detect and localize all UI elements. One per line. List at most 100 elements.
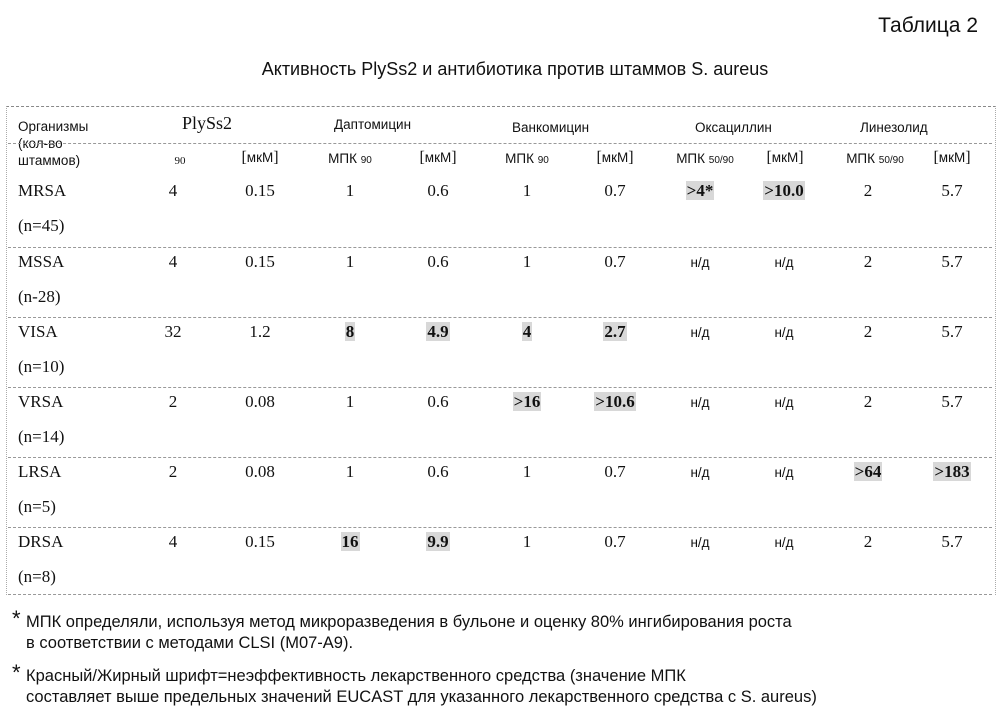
group-header-linezolid: Линезолид: [860, 120, 928, 135]
subheader-oxacillin-unit: мкМ: [745, 149, 825, 167]
strain-count: (n-28): [18, 287, 60, 307]
table-cell: 5.7: [912, 252, 992, 272]
table-cell: 0.6: [398, 462, 478, 482]
table-cell: 4: [133, 532, 213, 552]
table-cell: 16: [310, 532, 390, 552]
table-cell: 0.08: [220, 462, 300, 482]
table-cell: 2: [133, 462, 213, 482]
table-cell: 0.15: [220, 532, 300, 552]
table-cell: 0.08: [220, 392, 300, 412]
table-row: DRSA(n=8)40.15169.910.7н/дн/д25.7: [0, 532, 1000, 602]
organism-name: VRSA: [18, 392, 63, 412]
table-cell: >10.0: [744, 181, 824, 201]
row-divider: [8, 457, 992, 458]
table-cell: 9.9: [398, 532, 478, 552]
table-row: MSSA (n-28) 4 0.15 1 0.6 1 0.7 н/д н/д 25.7: [0, 252, 1000, 322]
table-bottom-border: [8, 594, 992, 595]
group-header-vancomycin: Ванкомицин: [512, 120, 589, 135]
subheader-vancomycin-unit: мкМ: [575, 149, 655, 167]
footnote-method: * МПК определяли, используя метод микрор…: [12, 612, 792, 654]
group-header-daptomycin: Даптомицин: [334, 117, 411, 132]
table-cell: н/д: [744, 255, 824, 270]
table-cell: 0.7: [575, 462, 655, 482]
table-cell: 4.9: [398, 322, 478, 342]
table-cell: 0.6: [398, 392, 478, 412]
table-cell: 2: [828, 532, 908, 552]
table-cell: 4: [487, 322, 567, 342]
strain-count: (n=14): [18, 427, 64, 447]
table-title: Активность PlySs2 и антибиотика против ш…: [0, 59, 1000, 80]
table-cell: >4*: [660, 181, 740, 201]
strain-count: (n=5): [18, 497, 56, 517]
table-cell: н/д: [660, 465, 740, 480]
table-cell: 1.2: [220, 322, 300, 342]
table-cell: 2: [828, 252, 908, 272]
footnote-bold-meaning: * Красный/Жирный шрифт=неэффективность л…: [12, 666, 817, 708]
subheader-daptomycin-unit: мкМ: [398, 149, 478, 167]
table-cell: 0.7: [575, 532, 655, 552]
table-cell: н/д: [660, 325, 740, 340]
header-divider: [8, 143, 992, 144]
table-cell: >16: [487, 392, 567, 412]
table-cell: н/д: [660, 395, 740, 410]
table-cell: 0.7: [575, 181, 655, 201]
group-header-oxacillin: Оксациллин: [695, 120, 772, 135]
row-divider: [8, 247, 992, 248]
table-cell: 0.7: [575, 252, 655, 272]
row-divider: [8, 387, 992, 388]
table-row: MRSA(n=45)40.1510.610.7>4*>10.025.7: [0, 181, 1000, 251]
table-cell: 2: [828, 322, 908, 342]
table-cell: 2.7: [575, 322, 655, 342]
table-cell: 5.7: [912, 322, 992, 342]
table-cell: 8: [310, 322, 390, 342]
table-cell: 0.6: [398, 252, 478, 272]
table-cell: 1: [487, 532, 567, 552]
table-cell: 1: [310, 181, 390, 201]
table-row: VISA (n=10) 32 1.2 8 4.9 4 2.7 н/д н/д 25.7: [0, 322, 1000, 392]
subheader-plyss2-mic: 90: [150, 155, 210, 167]
table-cell: >183: [912, 462, 992, 482]
table-cell: 1: [310, 392, 390, 412]
table-cell: >10.6: [575, 392, 655, 412]
row-divider: [8, 527, 992, 528]
table-cell: н/д: [744, 395, 824, 410]
table-cell: 0.15: [220, 181, 300, 201]
table-cell: >64: [828, 462, 908, 482]
table-cell: 1: [487, 252, 567, 272]
strain-count: (n=10): [18, 357, 64, 377]
table-cell: 1: [310, 462, 390, 482]
table-cell: 5.7: [912, 392, 992, 412]
table-cell: 32: [133, 322, 213, 342]
table-row: LRSA (n=5) 2 0.08 1 0.6 1 0.7 н/д н/д >64>183: [0, 462, 1000, 532]
subheader-linezolid-mic: МПК 50/90: [830, 151, 920, 166]
subheader-linezolid-unit: мкМ: [912, 149, 992, 167]
organism-name: MSSA: [18, 252, 64, 272]
strain-count: (n=45): [18, 216, 64, 236]
table-cell: 5.7: [912, 532, 992, 552]
table-cell: 2: [133, 392, 213, 412]
table-cell: н/д: [744, 325, 824, 340]
organism-name: MRSA: [18, 181, 66, 201]
organism-name: DRSA: [18, 532, 63, 552]
table-cell: 1: [487, 181, 567, 201]
organism-name: LRSA: [18, 462, 61, 482]
subheader-plyss2-unit: мкМ: [220, 149, 300, 167]
table-cell: 2: [828, 392, 908, 412]
table-cell: 5.7: [912, 181, 992, 201]
table-cell: 1: [310, 252, 390, 272]
table-cell: н/д: [744, 465, 824, 480]
table-cell: 4: [133, 181, 213, 201]
subheader-daptomycin-mic: МПК 90: [315, 151, 385, 166]
table-cell: 0.6: [398, 181, 478, 201]
table-cell: н/д: [660, 255, 740, 270]
table-cell: 0.15: [220, 252, 300, 272]
row-divider: [8, 317, 992, 318]
organism-name: VISA: [18, 322, 58, 342]
subheader-vancomycin-mic: МПК 90: [492, 151, 562, 166]
group-header-plyss2: PlySs2: [182, 113, 232, 134]
table-cell: н/д: [744, 535, 824, 550]
table-number-label: Таблица 2: [878, 14, 978, 38]
table-cell: 4: [133, 252, 213, 272]
table-cell: 1: [487, 462, 567, 482]
table-cell: н/д: [660, 535, 740, 550]
